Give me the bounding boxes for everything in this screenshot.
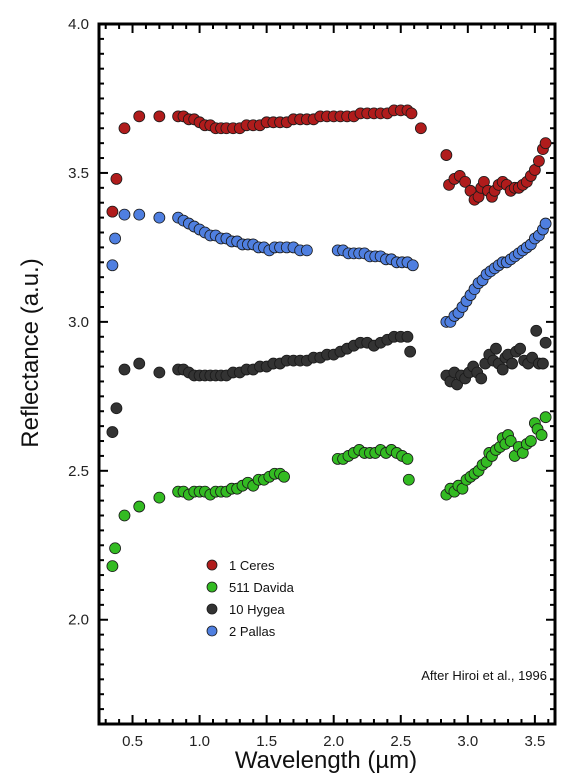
- data-point-2-pallas: [133, 208, 146, 221]
- data-point-1-ceres: [539, 137, 552, 150]
- data-point-2-pallas: [106, 259, 119, 272]
- data-point-1-ceres: [118, 122, 131, 135]
- data-point-511-davida: [106, 560, 119, 573]
- data-point-511-davida: [278, 470, 290, 483]
- data-point-2-pallas: [153, 211, 166, 224]
- data-point-10-hygea: [475, 372, 488, 385]
- axes: 0.5 1.0 1.5 2.0 2.5 3.0 3.5 2.0 2.5 3.0 3.5 4.0: [68, 16, 557, 750]
- x-tick-label: 0.5: [122, 733, 143, 750]
- series-511-davida: [106, 411, 552, 573]
- y-tick-label: 2.0: [68, 612, 89, 629]
- data-point-1-ceres: [405, 107, 418, 120]
- data-point-1-ceres: [153, 110, 166, 123]
- data-point-511-davida: [118, 509, 131, 522]
- data-point-2-pallas: [539, 217, 552, 230]
- data-point-1-ceres: [533, 155, 545, 167]
- data-point-10-hygea: [506, 357, 518, 370]
- data-point-10-hygea: [133, 357, 146, 370]
- x-axis-title: Wavelength (µm): [235, 747, 417, 774]
- data-point-2-pallas: [406, 259, 419, 272]
- data-point-10-hygea: [490, 342, 502, 355]
- data-point-1-ceres: [414, 122, 427, 135]
- data-point-511-davida: [133, 500, 146, 513]
- data-point-2-pallas: [109, 232, 121, 245]
- data-point-1-ceres: [459, 175, 472, 188]
- data-point-10-hygea: [404, 345, 417, 358]
- data-point-10-hygea: [153, 366, 166, 379]
- data-point-10-hygea: [537, 357, 549, 370]
- legend: 1 Ceres 511 Davida 10 Hygea 2 Pallas: [206, 558, 295, 639]
- x-tick-label: 1.0: [189, 733, 210, 750]
- data-point-511-davida: [504, 435, 517, 447]
- y-tick-label: 3.5: [68, 165, 89, 182]
- data-point-511-davida: [535, 429, 548, 441]
- data-point-1-ceres: [440, 149, 453, 161]
- y-tick-label: 2.5: [68, 463, 89, 480]
- legend-label-hygea: 10 Hygea: [229, 602, 285, 617]
- x-tick-label: 2.0: [323, 733, 344, 750]
- data-point-10-hygea: [110, 402, 123, 415]
- source-annotation: After Hiroi et al., 1996: [421, 668, 547, 683]
- data-point-511-davida: [109, 542, 121, 555]
- legend-label-pallas: 2 Pallas: [229, 624, 276, 639]
- x-tick-label: 3.0: [457, 733, 478, 750]
- data-point-511-davida: [524, 435, 537, 447]
- y-tick-label: 3.0: [68, 314, 89, 331]
- plot-frame: [97, 22, 557, 726]
- data-point-511-davida: [539, 411, 552, 424]
- legend-marker-davida: [206, 581, 218, 593]
- data-point-10-hygea: [106, 426, 119, 438]
- y-tick-label: 4.0: [68, 16, 89, 33]
- x-tick-label: 2.5: [390, 733, 411, 750]
- data-point-2-pallas: [118, 208, 131, 221]
- data-point-10-hygea: [118, 363, 131, 376]
- data-point-511-davida: [402, 473, 415, 486]
- legend-marker-hygea: [206, 603, 218, 615]
- series-10-hygea: [106, 324, 552, 438]
- data-point-1-ceres: [133, 110, 146, 123]
- data-point-2-pallas: [300, 244, 313, 257]
- data-point-10-hygea: [514, 342, 527, 355]
- data-point-511-davida: [401, 452, 414, 465]
- data-point-511-davida: [153, 491, 166, 504]
- data-point-10-hygea: [530, 324, 543, 337]
- series-1-ceres: [106, 104, 552, 218]
- data-point-10-hygea: [401, 330, 414, 343]
- legend-label-ceres: 1 Ceres: [229, 558, 275, 573]
- data-point-1-ceres: [110, 172, 123, 185]
- legend-label-davida: 511 Davida: [229, 580, 295, 595]
- x-tick-label: 1.5: [256, 733, 277, 750]
- legend-marker-ceres: [206, 559, 218, 571]
- data-point-10-hygea: [496, 363, 509, 376]
- data-points: [106, 104, 552, 573]
- legend-marker-pallas: [206, 625, 218, 637]
- data-point-10-hygea: [539, 336, 552, 349]
- x-tick-label: 3.5: [524, 733, 545, 750]
- y-axis-title: Reflectance (a.u.): [17, 258, 44, 447]
- data-point-1-ceres: [106, 205, 119, 218]
- series-2-pallas: [106, 208, 552, 328]
